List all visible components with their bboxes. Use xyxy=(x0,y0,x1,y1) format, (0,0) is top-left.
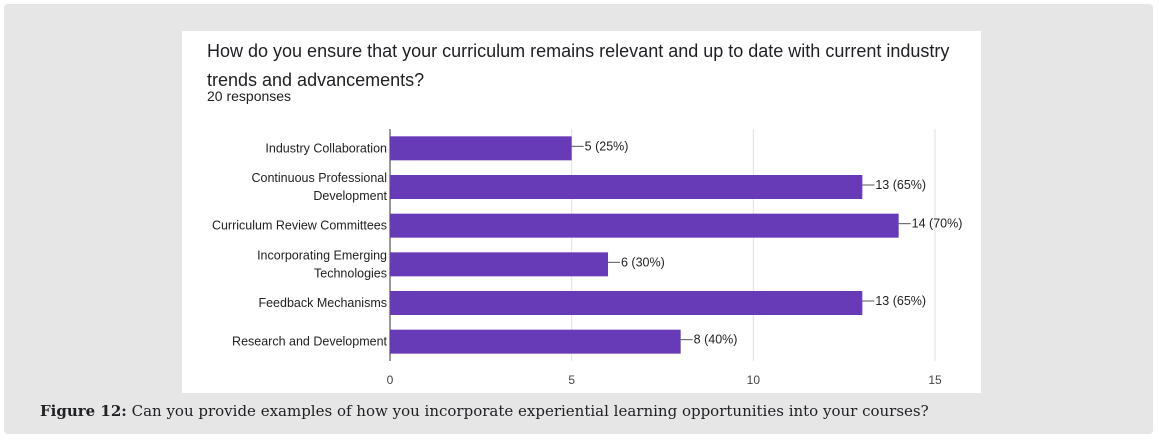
data-label: 5 (25%) xyxy=(585,139,629,153)
category-label-line: Research and Development xyxy=(232,335,387,349)
category-label-line: Curriculum Review Committees xyxy=(212,219,387,233)
category-label-line: Technologies xyxy=(314,266,387,280)
data-label: 8 (40%) xyxy=(694,333,738,347)
figure-caption: Figure 12: Can you provide examples of h… xyxy=(40,402,1140,420)
data-label: 14 (70%) xyxy=(912,217,963,231)
caption-label: Figure 12: xyxy=(40,402,127,420)
category-label: Continuous Professional Development xyxy=(252,171,388,203)
figure-frame: How do you ensure that your curriculum r… xyxy=(4,4,1153,434)
category-label-line: Continuous Professional xyxy=(252,171,388,185)
bar xyxy=(390,252,608,277)
category-label: Industry Collaboration xyxy=(265,141,387,155)
bar xyxy=(390,329,681,354)
chart-panel: How do you ensure that your curriculum r… xyxy=(182,31,981,393)
x-tick-label: 0 xyxy=(387,373,394,387)
data-label: 13 (65%) xyxy=(875,178,926,192)
category-label: Feedback Mechanisms xyxy=(258,296,387,310)
category-label-line: Feedback Mechanisms xyxy=(258,296,387,310)
chart-subtitle: 20 responses xyxy=(207,88,292,104)
x-tick-label: 10 xyxy=(747,373,761,387)
category-label-line: Incorporating Emerging xyxy=(257,248,387,262)
bar-chart: 0 5 10 15 Industry Collaboration 5 (25%) Conti… xyxy=(212,129,963,387)
category-label: Research and Development xyxy=(232,335,387,349)
chart-title: How do you ensure that your curriculum r… xyxy=(207,41,950,90)
x-tick-label: 15 xyxy=(928,373,942,387)
data-label: 6 (30%) xyxy=(621,255,665,269)
bar xyxy=(390,291,863,315)
data-label: 13 (65%) xyxy=(875,294,926,308)
bar xyxy=(390,136,572,161)
caption-text: Can you provide examples of how you inco… xyxy=(126,402,929,420)
category-label: Curriculum Review Committees xyxy=(212,219,387,233)
category-label-line: Development xyxy=(313,189,387,203)
category-label-line: Industry Collaboration xyxy=(265,141,387,155)
x-tick-label: 5 xyxy=(568,373,575,387)
category-label: Incorporating Emerging Technologies xyxy=(257,248,387,280)
bar xyxy=(390,213,899,238)
bar xyxy=(390,175,863,199)
